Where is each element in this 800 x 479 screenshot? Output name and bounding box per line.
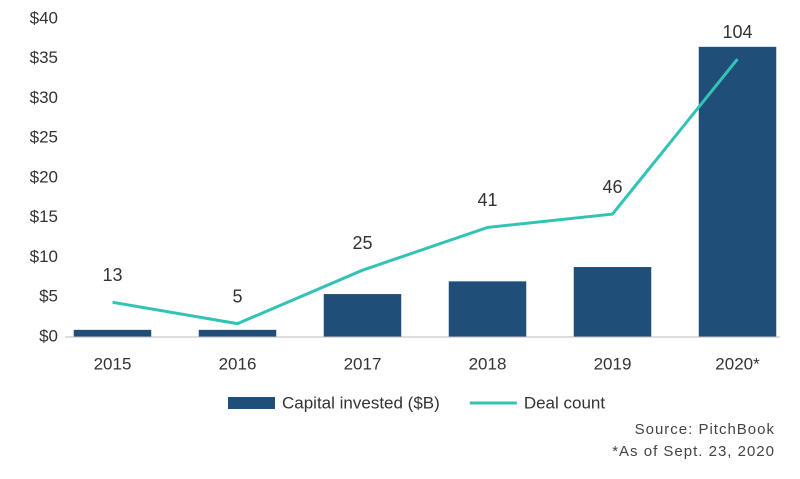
bar [198,329,277,337]
source-note: Source: PitchBook [635,421,775,438]
y-tick-label: $15 [30,207,58,226]
x-tick-label: 2018 [469,354,507,373]
y-tick-label: $20 [30,167,58,186]
bar [573,267,652,337]
x-tick-label: 2015 [94,354,132,373]
y-tick-label: $40 [30,8,58,27]
footnote: *As of Sept. 23, 2020 [612,443,775,460]
legend-label: Deal count [524,393,606,412]
x-tick-label: 2017 [344,354,382,373]
bar [698,46,777,337]
bar [73,329,152,337]
legend-label: Capital invested ($B) [282,393,440,412]
y-tick-label: $5 [39,287,58,306]
y-tick-label: $25 [30,128,58,147]
y-tick-label: $0 [39,326,58,345]
data-label: 13 [102,265,122,285]
data-label: 46 [602,177,622,197]
line [112,58,739,326]
y-tick-label: $35 [30,48,58,67]
data-label: 5 [232,286,242,306]
y-tick-label: $10 [30,247,58,266]
data-label: 25 [352,233,372,253]
legend-swatch [228,397,275,409]
data-label: 104 [722,22,752,42]
x-tick-label: 2020* [715,354,760,373]
y-tick-label: $30 [30,88,58,107]
x-tick-label: 2019 [594,354,632,373]
data-label: 41 [477,190,497,210]
bar [323,294,402,337]
x-tick-label: 2016 [219,354,257,373]
bar [448,281,527,337]
